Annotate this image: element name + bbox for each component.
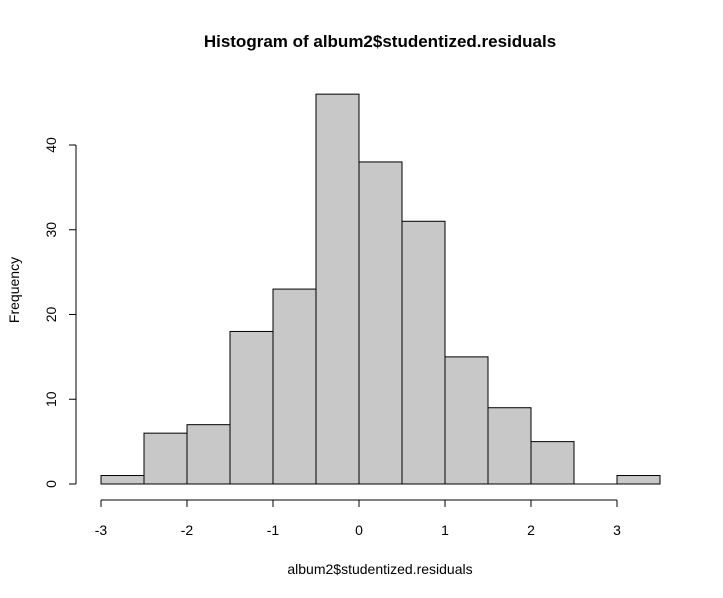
histogram-bar <box>530 441 575 485</box>
x-tick-label: -1 <box>267 522 280 538</box>
histogram-bar <box>100 475 145 485</box>
y-tick-label: 0 <box>43 480 59 488</box>
y-tick-label: 20 <box>43 307 59 323</box>
x-tick-label: -2 <box>181 522 194 538</box>
chart-title: Histogram of album2$studentized.residual… <box>204 32 556 51</box>
x-axis-label: album2$studentized.residuals <box>287 561 472 577</box>
y-axis-label: Frequency <box>6 257 22 323</box>
x-tick-label: 0 <box>355 522 363 538</box>
histogram-bar <box>401 220 446 485</box>
histogram-bar <box>272 288 317 485</box>
histogram-bar <box>358 161 403 485</box>
x-tick-label: 2 <box>527 522 535 538</box>
x-tick-label: 1 <box>441 522 449 538</box>
histogram-bar <box>186 424 231 485</box>
y-tick-label: 10 <box>43 391 59 407</box>
x-tick-label: 3 <box>613 522 621 538</box>
y-tick-label: 30 <box>43 222 59 238</box>
x-tick-label: -3 <box>95 522 108 538</box>
x-axis: -3 -2 -1 0 1 2 3 <box>95 499 621 538</box>
y-axis: 0 10 20 30 40 <box>43 137 77 488</box>
histogram-bar <box>229 330 274 485</box>
histogram-bar <box>616 475 661 485</box>
y-tick-label: 40 <box>43 137 59 153</box>
histogram-bar <box>444 356 489 485</box>
bars-group <box>100 93 661 485</box>
histogram-bar <box>315 93 360 485</box>
histogram-bar <box>487 407 532 485</box>
histogram-bar <box>143 432 188 485</box>
